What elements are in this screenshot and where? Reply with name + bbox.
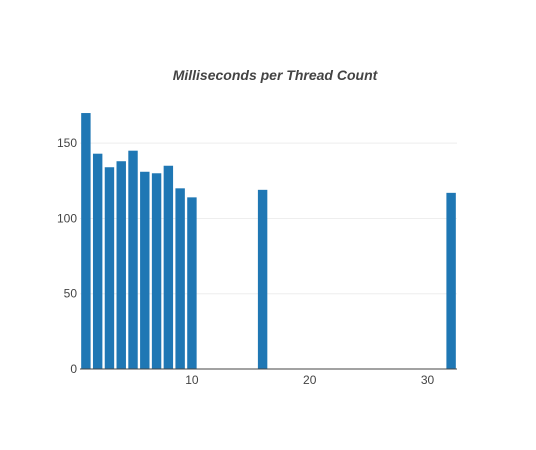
x-tick-label: 10 (185, 373, 199, 387)
y-tick-label: 150 (57, 136, 77, 150)
bar (92, 153, 103, 369)
x-tick-label: 20 (303, 373, 317, 387)
bar (151, 173, 162, 369)
x-tick-label: 30 (421, 373, 435, 387)
bar (187, 197, 197, 369)
y-axis: 0 50 100 150 (57, 136, 77, 376)
bar (257, 189, 268, 369)
bar (104, 167, 115, 369)
y-tick-label: 0 (70, 362, 77, 376)
bar (116, 161, 126, 369)
bar (446, 192, 456, 369)
bar (81, 113, 91, 369)
bar (175, 188, 185, 369)
bar (140, 171, 150, 369)
bars (81, 113, 456, 369)
chart-title: Milliseconds per Thread Count (173, 67, 379, 83)
y-tick-label: 100 (57, 211, 77, 225)
x-axis: 10 20 30 (185, 373, 434, 387)
y-tick-label: 50 (64, 287, 78, 301)
bar (163, 165, 174, 369)
bar (128, 150, 138, 369)
